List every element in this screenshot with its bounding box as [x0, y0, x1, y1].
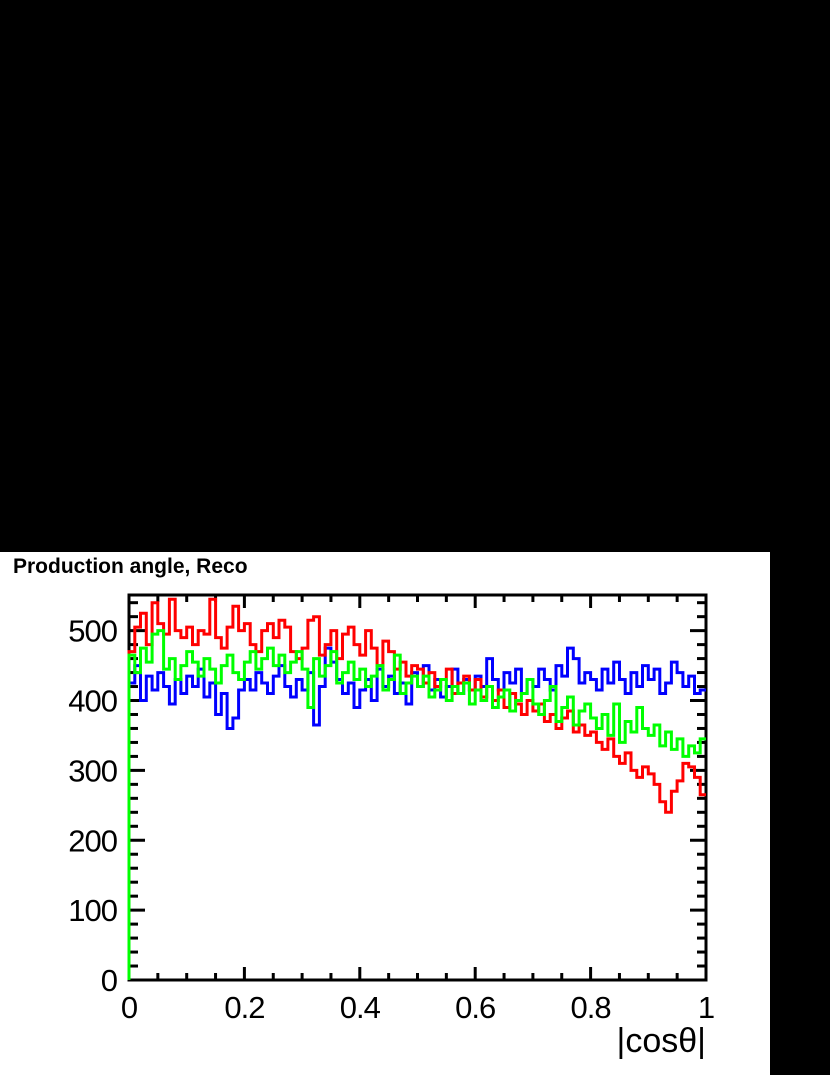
- x-tick-label: 0.4: [340, 990, 381, 1025]
- y-tick-label: 0: [101, 963, 118, 998]
- y-tick-label: 200: [68, 823, 117, 858]
- x-tick-label: 0.6: [455, 990, 495, 1025]
- plot-title: Production angle, Reco: [13, 555, 248, 578]
- y-tick-label: 100: [68, 893, 117, 928]
- plot-frame: [127, 593, 708, 982]
- red-histogram: [127, 597, 706, 980]
- x-tick-label: 0.2: [224, 990, 264, 1025]
- histogram-plot: |cosθ| 0 0.2 0.4 0.6 0.8 1 0 100 200 300 400 500: [68, 593, 715, 1060]
- x-tick-label: 0.8: [571, 990, 611, 1025]
- x-tick-label: 0: [121, 990, 138, 1025]
- x-tick-label: 1: [698, 990, 714, 1025]
- y-tick-label: 500: [68, 614, 117, 649]
- green-histogram: [127, 629, 706, 980]
- plot-pad: Production angle, Reco |cosθ| 0 0.2 0.4 0.6…: [0, 552, 770, 1075]
- y-tick-label: 400: [68, 684, 117, 719]
- x-axis-title: |cosθ|: [617, 1022, 706, 1060]
- blue-histogram: [127, 646, 706, 980]
- y-tick-label: 300: [68, 753, 117, 788]
